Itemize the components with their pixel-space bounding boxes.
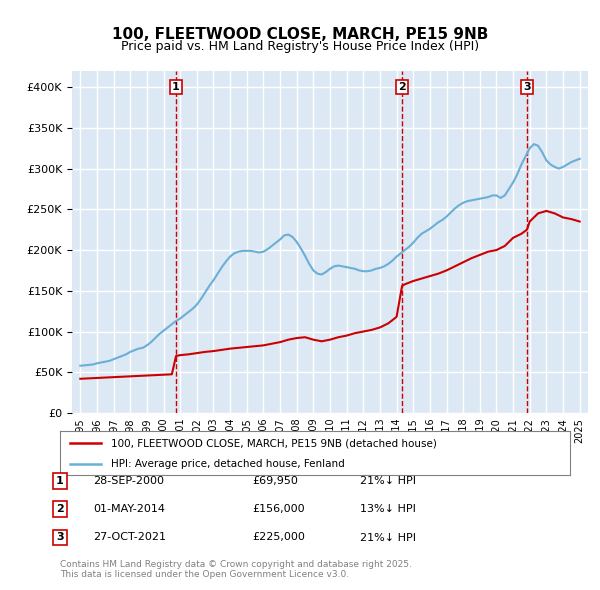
Text: 1: 1 xyxy=(56,476,64,486)
Text: 1: 1 xyxy=(172,82,180,92)
Text: 01-MAY-2014: 01-MAY-2014 xyxy=(93,504,165,514)
Text: 21%↓ HPI: 21%↓ HPI xyxy=(360,533,416,542)
Text: 100, FLEETWOOD CLOSE, MARCH, PE15 9NB (detached house): 100, FLEETWOOD CLOSE, MARCH, PE15 9NB (d… xyxy=(111,438,437,448)
Text: 2: 2 xyxy=(398,82,406,92)
Text: 27-OCT-2021: 27-OCT-2021 xyxy=(93,533,166,542)
Text: Contains HM Land Registry data © Crown copyright and database right 2025.
This d: Contains HM Land Registry data © Crown c… xyxy=(60,560,412,579)
Text: £156,000: £156,000 xyxy=(252,504,305,514)
Text: 13%↓ HPI: 13%↓ HPI xyxy=(360,504,416,514)
Text: 2: 2 xyxy=(56,504,64,514)
Text: HPI: Average price, detached house, Fenland: HPI: Average price, detached house, Fenl… xyxy=(111,459,345,469)
Text: 21%↓ HPI: 21%↓ HPI xyxy=(360,476,416,486)
Text: Price paid vs. HM Land Registry's House Price Index (HPI): Price paid vs. HM Land Registry's House … xyxy=(121,40,479,53)
Text: £69,950: £69,950 xyxy=(252,476,298,486)
Text: £225,000: £225,000 xyxy=(252,533,305,542)
Text: 3: 3 xyxy=(523,82,531,92)
Text: 3: 3 xyxy=(56,533,64,542)
Text: 28-SEP-2000: 28-SEP-2000 xyxy=(93,476,164,486)
Text: 100, FLEETWOOD CLOSE, MARCH, PE15 9NB: 100, FLEETWOOD CLOSE, MARCH, PE15 9NB xyxy=(112,27,488,41)
